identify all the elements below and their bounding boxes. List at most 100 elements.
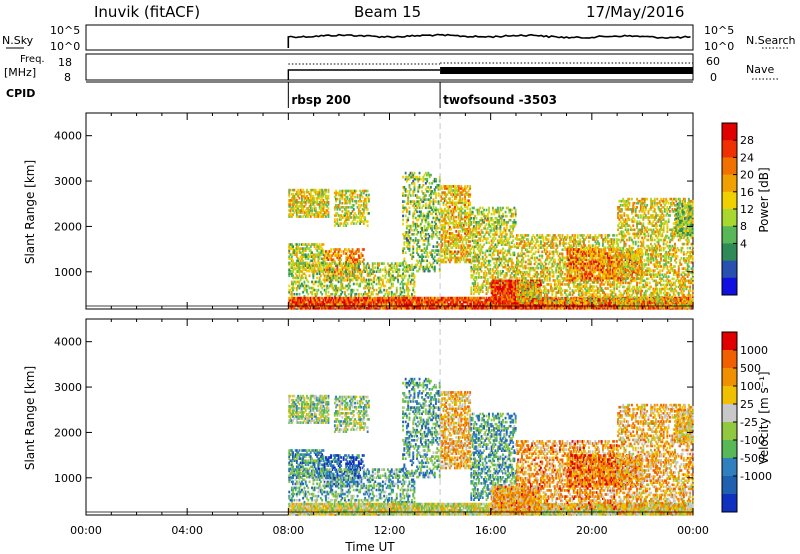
power-cell-1643 [407, 292, 410, 296]
power-cell-1341 [351, 274, 354, 278]
power-cell-2358 [443, 300, 446, 304]
power-cell-4690 [483, 208, 485, 212]
power-cell-1974 [355, 296, 358, 300]
power-cell-169 [311, 188, 313, 192]
power-cell-429 [354, 216, 356, 219]
power-cell-3266 [655, 302, 657, 306]
power-cell-2769 [541, 307, 544, 310]
power-cell-548 [292, 247, 294, 250]
power-cell-3608 [416, 263, 418, 267]
power-cell-3021 [598, 296, 601, 300]
power-cell-2341 [440, 300, 442, 304]
power-cell-2241 [417, 300, 420, 304]
power-cell-731 [322, 261, 325, 265]
power-cell-1755 [303, 300, 306, 304]
power-cell-143 [308, 209, 311, 212]
power-cell-4277 [459, 250, 461, 254]
power-cell-3647 [418, 259, 421, 263]
power-cell-3534 [409, 226, 412, 230]
power-cell-3717 [423, 269, 426, 273]
power-cell-2503 [478, 296, 480, 300]
power-cell-1355 [355, 278, 358, 282]
power-cell-2997 [593, 302, 595, 306]
power-cell-4190 [454, 238, 456, 241]
power-cell-2436 [462, 296, 465, 300]
power-cell-152 [309, 203, 312, 206]
power-cell-4481 [470, 251, 473, 255]
power-cell-2119 [389, 300, 392, 304]
power-cell-1264 [338, 288, 341, 292]
power-cell-2366 [446, 302, 449, 306]
power-cell-1988 [359, 302, 362, 306]
power-cell-3519 [408, 231, 411, 234]
power-cell-4313 [460, 199, 463, 202]
power-cell-1098 [304, 264, 307, 267]
power-cell-4050 [445, 232, 447, 235]
power-cell-1496 [381, 280, 384, 284]
power-cell-2424 [460, 302, 463, 306]
power-cell-3875 [433, 208, 436, 212]
power-cell-1579 [395, 270, 398, 273]
power-cell-2500 [478, 302, 480, 306]
power-cell-998 [288, 274, 291, 278]
power-cell-2071 [379, 307, 382, 310]
power-cell-1715 [294, 300, 297, 304]
power-cell-575 [297, 257, 300, 261]
power-cell-1164 [318, 266, 321, 269]
power-cell-274 [326, 199, 329, 202]
power-cell-1116 [309, 286, 312, 290]
power-cell-1454 [373, 276, 375, 280]
power-cell-1068 [299, 266, 302, 269]
power-cell-2280 [427, 307, 430, 310]
power-cell-536 [290, 255, 293, 259]
power-cell-3243 [650, 307, 652, 310]
power-cell-1185 [323, 278, 326, 282]
power-cell-1720 [295, 300, 298, 304]
power-cell-835 [337, 268, 340, 272]
power-cell-1367 [357, 266, 360, 269]
power-cell-4214 [455, 242, 458, 245]
power-cell-3999 [442, 230, 445, 233]
power-cell-3332 [669, 296, 671, 300]
power-cell-1687 [288, 300, 291, 304]
power-cell-4194 [454, 219, 456, 223]
power-cell-1810 [316, 298, 319, 302]
power-cell-3840 [431, 228, 434, 232]
power-cell-4182 [452, 185, 455, 188]
power-cell-833 [337, 272, 340, 276]
power-cell-2536 [486, 302, 489, 306]
power-cell-2109 [387, 298, 389, 302]
power-cell-4151 [451, 232, 454, 235]
power-cell-3782 [427, 233, 430, 236]
power-cell-1991 [360, 307, 363, 310]
power-cell-1223 [331, 286, 334, 290]
power-cell-1402 [365, 264, 368, 267]
power-cell-2812 [550, 300, 552, 304]
power-cell-3432 [402, 249, 404, 252]
power-cell-1576 [395, 288, 398, 292]
power-cell-75 [298, 209, 301, 212]
power-cell-1885 [335, 302, 337, 306]
power-cell-3585 [413, 200, 416, 203]
power-cell-3728 [423, 218, 426, 222]
power-cell-1649 [407, 278, 410, 282]
power-cell-4305 [460, 217, 463, 221]
power-cell-363 [344, 189, 346, 193]
power-cell-4041 [445, 260, 447, 264]
power-cell-252 [322, 190, 325, 194]
power-cell-1337 [350, 264, 353, 267]
power-cell-465 [360, 218, 363, 221]
power-cell-3149 [627, 298, 630, 302]
power-cell-1594 [398, 270, 401, 273]
power-cell-1408 [366, 272, 369, 276]
power-cell-2037 [370, 300, 373, 304]
power-cell-2193 [405, 298, 408, 302]
power-cell-4096 [447, 197, 450, 200]
power-cell-106 [302, 190, 305, 194]
power-cell-4059 [445, 187, 447, 190]
power-cell-507 [366, 220, 369, 223]
power-cell-801 [331, 254, 334, 257]
power-cell-1506 [384, 284, 387, 288]
power-cell-1612 [400, 262, 403, 265]
power-cell-3722 [423, 243, 426, 246]
